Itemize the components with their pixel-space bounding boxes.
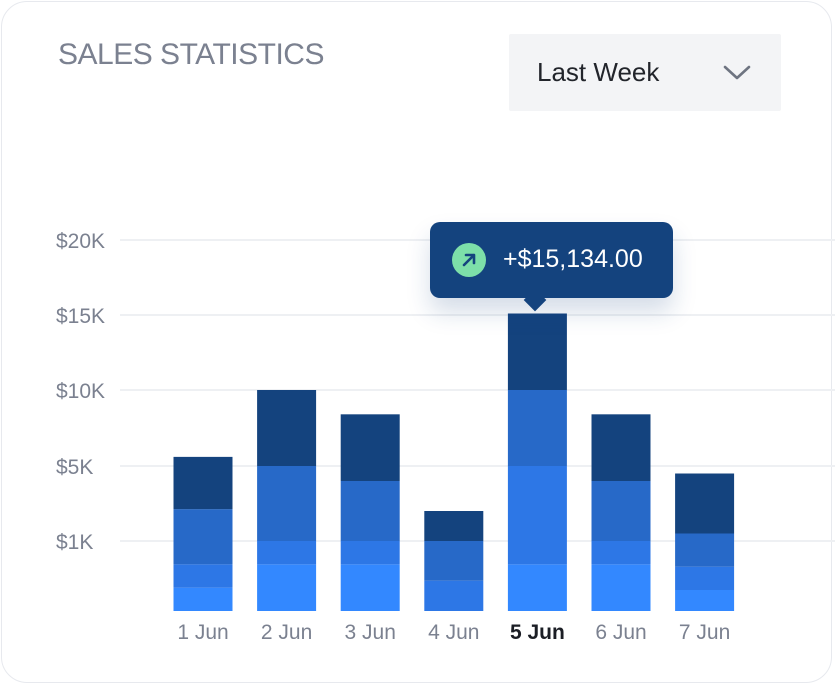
bar-stack[interactable] <box>257 390 317 611</box>
x-tick-label: 2 Jun <box>261 621 312 644</box>
bar-segment <box>424 580 484 611</box>
bar-segment <box>507 390 567 466</box>
bar-segment <box>257 541 317 565</box>
trend-badge <box>452 243 486 277</box>
bar-segment <box>173 587 233 611</box>
bar-stacks <box>173 313 735 612</box>
bar-segment <box>591 481 651 541</box>
bar-segment <box>340 481 400 541</box>
y-axis: $1K $5K $10K $15K $20K <box>56 230 105 554</box>
bar-segment <box>675 473 735 534</box>
bar-segment <box>507 313 567 390</box>
bar-segment <box>340 414 400 481</box>
x-tick-label: 4 Jun <box>428 621 479 644</box>
bar-segment <box>507 466 567 565</box>
y-tick-label: $5K <box>56 456 93 479</box>
bar-segment <box>257 390 317 466</box>
bar-segment <box>340 541 400 565</box>
x-tick-label: 6 Jun <box>595 621 646 644</box>
bar-segment <box>507 564 567 611</box>
y-tick-label: $1K <box>56 531 93 554</box>
y-tick-label: $15K <box>56 305 105 328</box>
bar-segment <box>675 566 735 590</box>
bar-stack[interactable] <box>507 313 567 612</box>
card-title: SALES STATISTICS <box>58 38 324 71</box>
bar-segment <box>591 564 651 611</box>
bar-segment <box>675 533 735 567</box>
period-dropdown[interactable]: Last Week <box>509 34 781 111</box>
bar-stack[interactable] <box>424 511 484 611</box>
bar-segment <box>591 541 651 565</box>
bar-segment <box>340 564 400 611</box>
y-tick-label: $10K <box>56 380 105 403</box>
arrow-up-right-icon <box>462 253 476 267</box>
bar-segment <box>173 509 233 565</box>
value-tooltip: +$15,134.00 <box>430 222 673 312</box>
bar-segment <box>173 456 233 510</box>
bar-segment <box>257 564 317 611</box>
bar-segment <box>675 590 735 611</box>
y-tick-label: $20K <box>56 230 105 253</box>
bar-stack[interactable] <box>173 456 233 611</box>
bar-stack[interactable] <box>591 414 651 611</box>
chevron-down-icon <box>723 65 751 80</box>
bar-segment <box>257 466 317 541</box>
period-dropdown-value: Last Week <box>537 57 660 87</box>
bar-stack[interactable] <box>675 473 735 612</box>
bar-stack[interactable] <box>340 414 400 611</box>
x-axis: 1 Jun 2 Jun 3 Jun 4 Jun 5 Jun 6 Jun 7 Jun <box>177 621 730 644</box>
x-tick-label: 5 Jun <box>510 621 565 644</box>
bar-segment <box>424 541 484 581</box>
bar-segment <box>424 511 484 541</box>
bar-segment <box>591 414 651 481</box>
x-tick-label: 3 Jun <box>345 621 396 644</box>
x-tick-label: 1 Jun <box>177 621 228 644</box>
tooltip-value: +$15,134.00 <box>503 245 643 273</box>
bar-segment <box>173 564 233 588</box>
x-tick-label: 7 Jun <box>679 621 730 644</box>
